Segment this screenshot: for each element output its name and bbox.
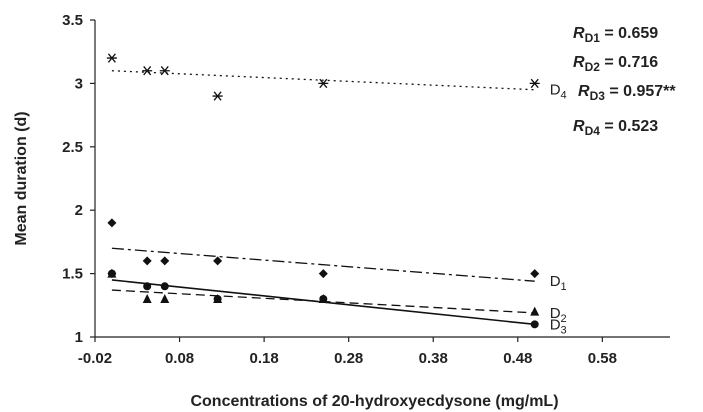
x-tick-label: 0.48	[503, 350, 532, 367]
data-point	[142, 66, 153, 76]
y-tick-label: 2.5	[62, 139, 83, 156]
data-point	[318, 78, 329, 89]
trend-line	[111, 70, 535, 91]
x-tick-label: -0.02	[78, 350, 112, 367]
y-axis-label: Mean duration (d)	[13, 111, 30, 245]
x-tick-label: 0.28	[334, 350, 363, 367]
data-point	[159, 66, 170, 76]
series-D1: D1	[107, 218, 567, 293]
series-label: D1	[550, 273, 567, 293]
data-point	[160, 282, 169, 291]
correlation-annotation: RD4 = 0.523	[573, 118, 658, 138]
x-tick-label: 0.18	[250, 350, 279, 367]
series-label: D2	[550, 305, 567, 325]
y-tick-label: 2	[75, 202, 83, 219]
data-point	[107, 269, 116, 278]
data-point	[160, 256, 170, 266]
data-point	[143, 282, 152, 291]
data-point	[142, 293, 152, 303]
series-D4: D4	[106, 53, 567, 102]
y-tick-label: 1.5	[62, 266, 83, 283]
data-point	[106, 53, 117, 63]
series-label: D3	[550, 316, 567, 336]
correlation-annotation: RD3 = 0.957**	[578, 83, 676, 103]
data-point	[319, 294, 328, 303]
data-point	[529, 78, 540, 89]
data-point	[530, 269, 540, 279]
series-label: D4	[550, 82, 567, 102]
data-point	[212, 91, 223, 101]
x-tick-label: 0.58	[588, 350, 617, 367]
trend-line	[111, 247, 535, 282]
y-tick-label: 3.5	[62, 12, 83, 29]
data-point	[213, 294, 222, 303]
x-tick-label: 0.38	[419, 350, 448, 367]
correlation-annotation: RD1 = 0.659	[573, 25, 658, 45]
data-point	[530, 306, 540, 316]
correlation-annotation: RD2 = 0.716	[573, 54, 658, 74]
x-tick-label: 0.08	[165, 350, 194, 367]
data-point	[160, 293, 170, 303]
data-point	[530, 320, 539, 329]
data-point	[107, 218, 117, 228]
y-tick-label: 1	[75, 329, 83, 346]
data-point	[213, 256, 223, 266]
data-point	[318, 269, 328, 279]
series-D3: D3	[107, 269, 567, 336]
x-axis-label: Concentrations of 20-hydroxyecdysone (mg…	[190, 393, 558, 410]
y-tick-label: 3	[75, 75, 83, 92]
data-point	[142, 256, 152, 266]
series-D2: D2	[107, 268, 567, 325]
